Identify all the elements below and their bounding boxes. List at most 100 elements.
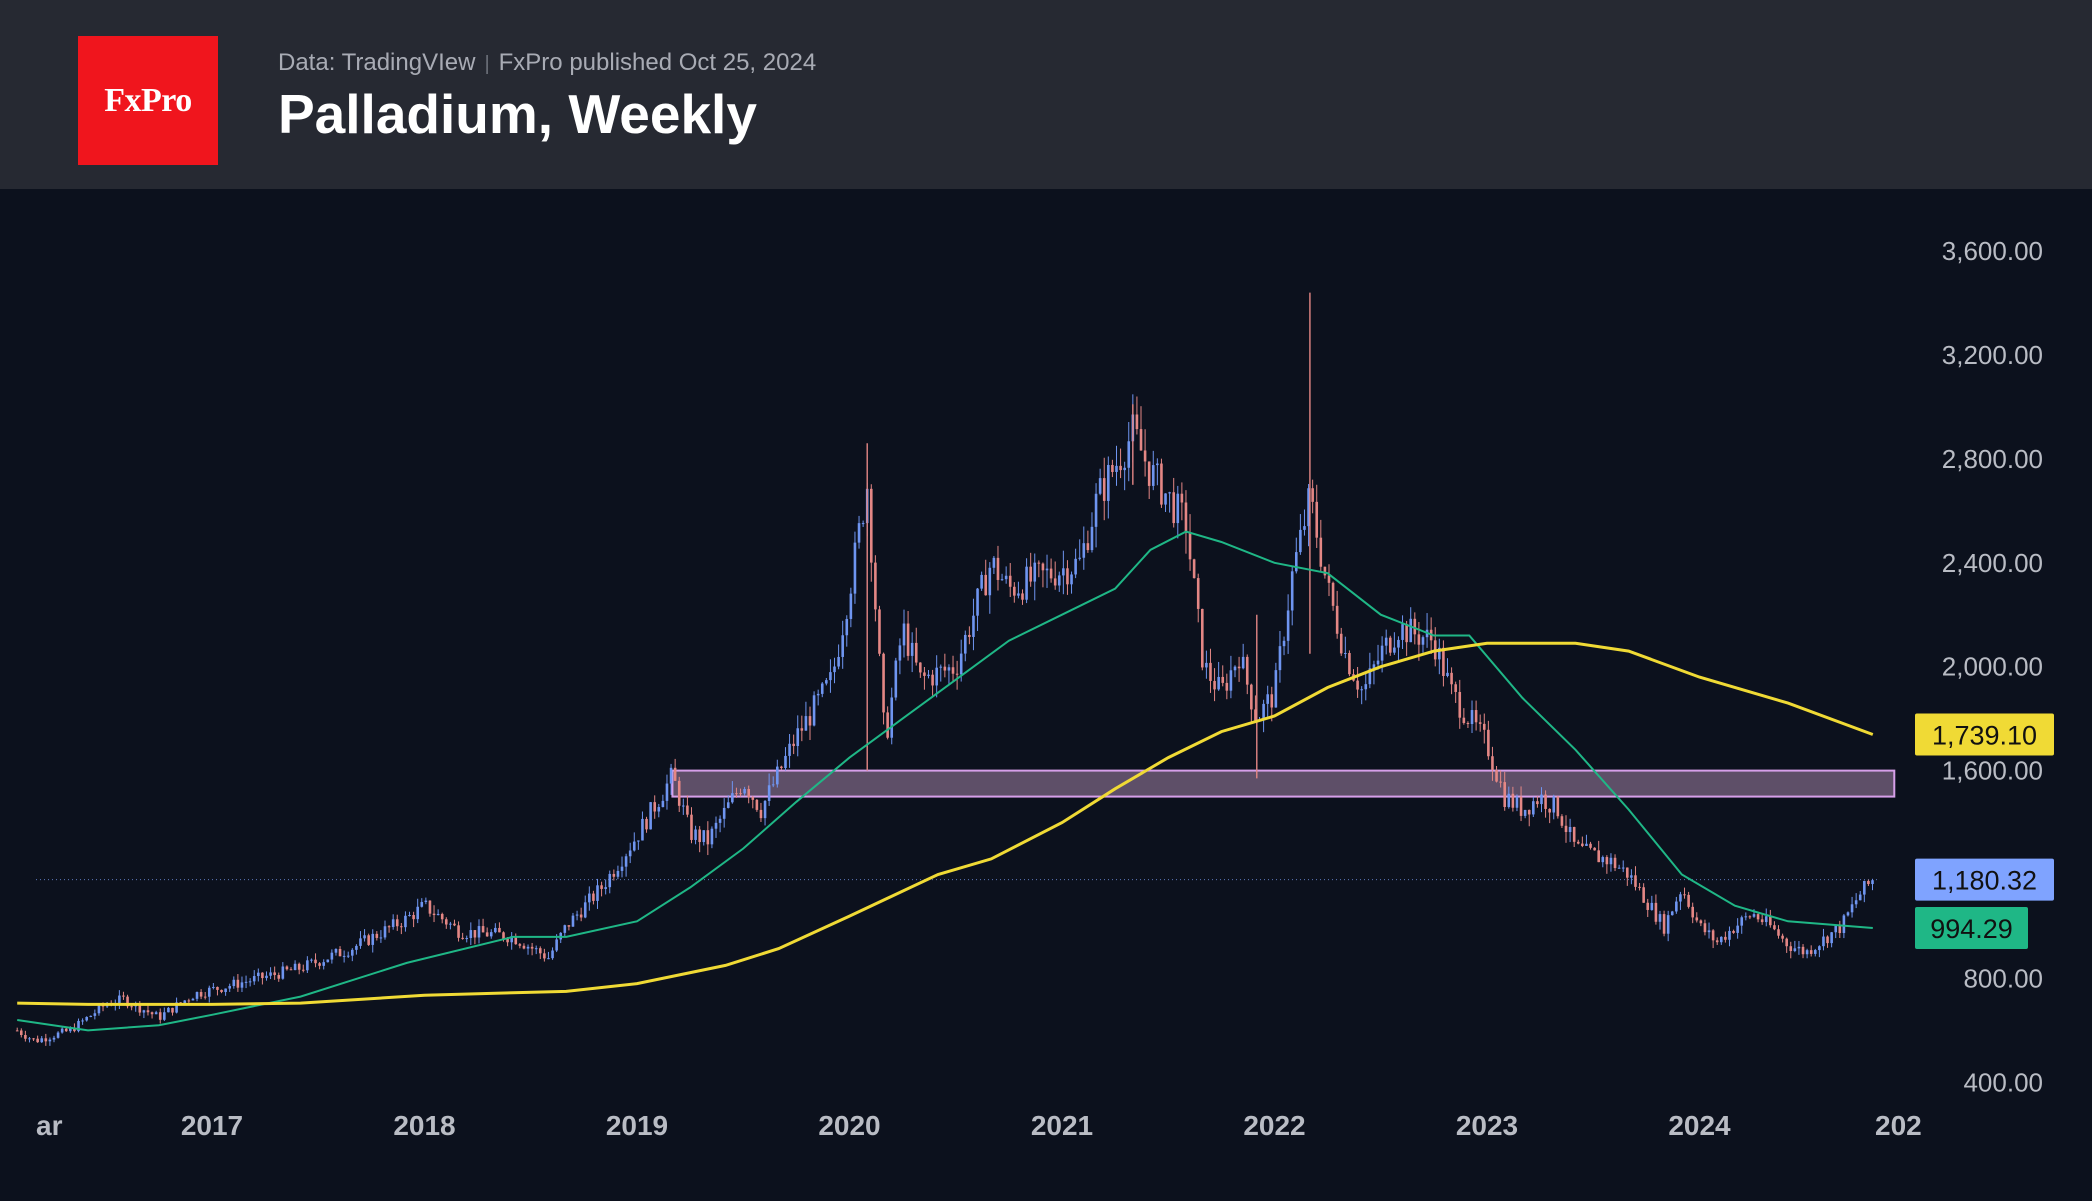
candle-body <box>1168 492 1171 494</box>
x-tick-label: 2023 <box>1456 1110 1518 1141</box>
candle-body <box>506 939 509 943</box>
candle-body <box>1119 465 1122 471</box>
moving-averages-layer <box>17 530 1874 1032</box>
candle-body <box>383 926 387 938</box>
y-tick-label: 3,200.00 <box>1942 340 2043 370</box>
candle-body <box>293 963 297 971</box>
candle-body <box>498 927 501 933</box>
candle-body <box>240 982 244 988</box>
candle-body <box>400 926 403 928</box>
candle-body <box>596 885 599 901</box>
candle-body <box>731 793 734 803</box>
candle-body <box>518 944 522 946</box>
candle-body <box>477 926 481 938</box>
candle-body <box>882 653 885 713</box>
candle-body <box>420 902 424 907</box>
candle-body <box>686 805 689 815</box>
candle-body <box>1229 670 1233 691</box>
candle-body <box>1311 488 1314 502</box>
candle-body <box>158 1012 162 1020</box>
candle-body <box>1299 529 1302 553</box>
candle-body <box>1368 668 1372 685</box>
candle-body <box>1568 826 1572 833</box>
y-tick-label: 3,600.00 <box>1942 236 2043 266</box>
candle-body <box>592 893 595 901</box>
candle-body <box>252 976 256 982</box>
candle-body <box>706 830 710 845</box>
candle-body <box>1111 464 1114 472</box>
candle-body <box>1356 680 1359 690</box>
candle-body <box>412 915 415 920</box>
candle-body <box>1491 756 1494 770</box>
candle-body <box>195 992 199 999</box>
candle-body <box>1719 936 1723 943</box>
candle-body <box>89 1015 93 1017</box>
candle-body <box>1066 568 1069 585</box>
candle-body <box>1826 936 1829 944</box>
candle-body <box>465 938 469 940</box>
fxpro-logo: FxPro <box>78 36 218 165</box>
candle-body <box>150 1012 154 1015</box>
candles-layer <box>15 292 1874 1046</box>
candle-body <box>1646 902 1650 910</box>
logo-text: FxPro <box>104 81 192 119</box>
candle-body <box>395 919 399 927</box>
candle-body <box>869 488 873 563</box>
candle-body <box>1201 608 1204 668</box>
candle-body <box>1266 694 1269 704</box>
candle-body <box>878 609 881 654</box>
candle-body <box>812 695 816 726</box>
candle-body <box>673 767 677 781</box>
candle-body <box>289 969 293 971</box>
candle-body <box>1822 936 1825 947</box>
candle-body <box>1450 672 1453 685</box>
candle-body <box>1139 429 1143 451</box>
candle-body <box>1294 552 1298 572</box>
candle-body <box>612 873 616 877</box>
candle-body <box>1532 801 1535 815</box>
candle-body <box>1254 709 1257 721</box>
candle-body <box>297 963 301 970</box>
y-tick-label: 800.00 <box>1963 963 2043 993</box>
candle-body <box>60 1028 64 1033</box>
candle-body <box>453 923 456 926</box>
candle-body <box>1560 816 1564 826</box>
candle-body <box>1846 912 1850 916</box>
candle-body <box>36 1038 39 1043</box>
y-tick-label: 2,800.00 <box>1942 444 2043 474</box>
candle-body <box>1115 465 1118 472</box>
x-tick-label: 2019 <box>606 1110 668 1141</box>
candle-body <box>1086 543 1090 551</box>
candle-body <box>616 870 620 877</box>
candle-body <box>669 767 673 784</box>
candle-body <box>841 635 844 657</box>
candle-body <box>473 930 477 938</box>
candle-body <box>277 975 281 979</box>
candle-body <box>534 948 538 950</box>
candle-body <box>698 829 701 843</box>
price-label-text: 1,739.10 <box>1932 720 2037 750</box>
candle-body <box>923 672 926 676</box>
candle-body <box>1442 647 1445 676</box>
candle-body <box>551 950 554 959</box>
ma-short-line <box>17 530 1873 1032</box>
candle-body <box>48 1039 52 1042</box>
candle-body <box>1278 646 1282 671</box>
candle-body <box>624 856 628 867</box>
candle-body <box>1756 914 1760 920</box>
candle-body <box>224 988 227 993</box>
price-labels-layer: 1,739.10 1,180.32 994.29 <box>1915 713 2054 949</box>
candle-body <box>1029 566 1032 582</box>
candle-body <box>1062 568 1065 576</box>
candle-body <box>1462 717 1466 724</box>
candle-body <box>1572 826 1576 842</box>
x-axis: ar 2017 2018 2019 2020 2021 2022 2023 2024 202 <box>36 1110 1922 1141</box>
candle-body <box>665 783 669 801</box>
candle-body <box>849 593 853 619</box>
candle-body <box>1863 880 1866 895</box>
x-tick-label: 2020 <box>818 1110 880 1141</box>
candle-body <box>1744 916 1748 918</box>
candle-body <box>146 1010 150 1013</box>
candle-body <box>1074 558 1077 575</box>
candle-body <box>167 1007 170 1013</box>
